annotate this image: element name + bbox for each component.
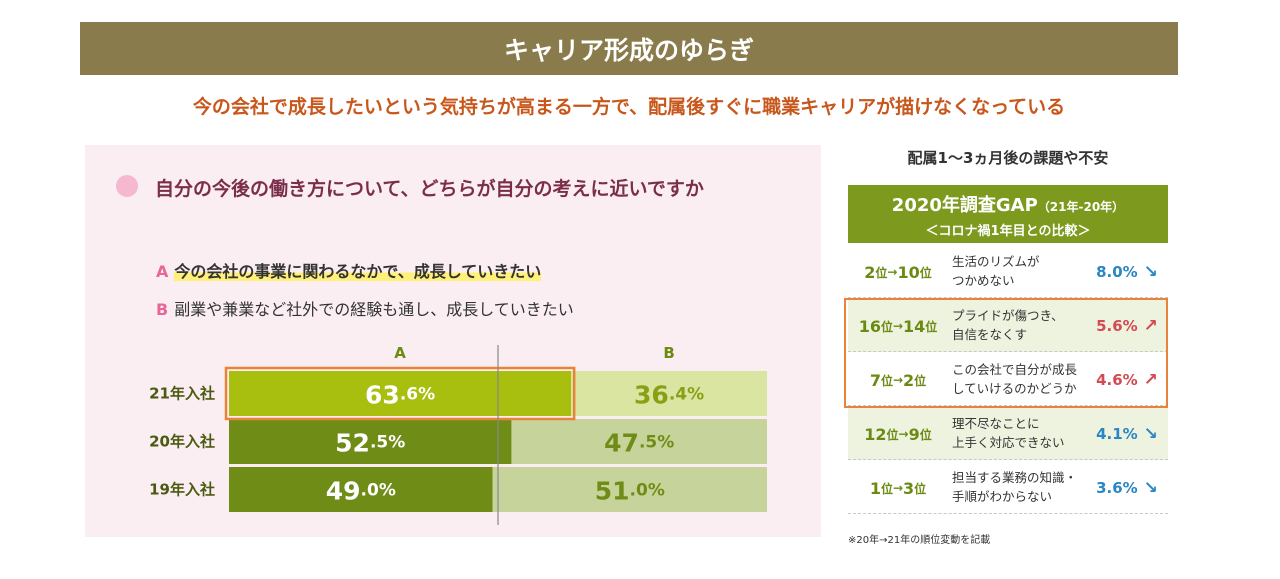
rank-change: 2 位 → 10 位 (864, 262, 932, 282)
bar-a (229, 371, 572, 416)
gap-title: 2020年調査GAP (891, 195, 1038, 216)
series-a-header: A (394, 344, 406, 362)
page-subtitle: 今の会社で成長したいという気持ちが高まる一方で、配属後すぐに職業キャリアが描けな… (192, 96, 1066, 118)
issue-description: プライドが傷つき、 自信をなくす (952, 308, 1064, 342)
bar-a (229, 467, 493, 512)
arrow-down-right-icon: ↘ (1143, 424, 1158, 444)
highlight-border (224, 366, 576, 421)
title-banner: キャリア形成のゆらぎ (80, 22, 1178, 75)
data-label-a: 52.5% (335, 428, 405, 457)
arrow-up-right-icon: ↗ (1143, 370, 1158, 390)
issue-description: この会社で自分が成長 していけるのかどうか (952, 362, 1078, 396)
gap-value: 5.6% ↗ (1096, 316, 1158, 336)
gap-header: 2020年調査GAP（21年-20年） ＜コロナ禍1年目との比較＞ (848, 185, 1168, 243)
gap-value: 3.6% ↘ (1096, 478, 1158, 498)
category-label: 21年入社 (149, 385, 215, 403)
gap-value: 4.6% ↗ (1096, 370, 1158, 390)
option-a-letter: A (156, 262, 169, 281)
gap-note: ＜コロナ禍1年目との比較＞ (925, 224, 1091, 239)
option-a-text: 今の会社の事業に関わるなかで、成長していきたい (174, 262, 542, 281)
data-label-b: 47.5% (604, 428, 674, 457)
footnote: ※20年→21年の順位変動を記載 (848, 535, 991, 546)
bar-b (571, 371, 767, 416)
arrow-down-right-icon: ↘ (1143, 478, 1158, 498)
series-b-header: B (663, 344, 674, 362)
rank-change: 16 位 → 14 位 (858, 316, 938, 336)
option-b-letter: B (156, 300, 169, 319)
gap-row: 1 位 → 3 位 担当する業務の知識・ 手順がわからない 3.6% ↘ (848, 462, 1168, 514)
bar-a (229, 419, 512, 464)
gap-row: 16 位 → 14 位プライドが傷つき、 自信をなくす 5.6% ↗ (848, 300, 1168, 352)
rank-change: 7 位 → 2 位 (869, 370, 927, 390)
page-title: キャリア形成のゆらぎ (503, 35, 754, 65)
chart-svg: A B 21年入社 63.6% 36.4% 20年入社 52.5% 47.5% 19年入社 49.… (149, 344, 767, 525)
gap-row: 7 位 → 2 位 この会社で自分が成長 していけるのかどうか 4.6% ↗ (848, 354, 1168, 406)
issue-description: 生活のリズムが つかめない (952, 254, 1040, 288)
gap-sub: （21年-20年） (1037, 200, 1125, 214)
arrow-down-right-icon: ↘ (1143, 262, 1158, 282)
category-label: 20年入社 (149, 433, 215, 451)
right-heading: 配属1〜3ヵ月後の課題や不安 (907, 149, 1109, 167)
issue-description: 理不尽なことに 上手く対応できない (952, 416, 1065, 450)
issue-description: 担当する業務の知識・ 手順がわからない (952, 470, 1078, 504)
gap-value: 4.1% ↘ (1096, 424, 1158, 444)
option-b: B 副業や兼業など社外での経験も通し、成長していきたい (156, 296, 574, 320)
bar-b (511, 419, 767, 464)
gap-value: 8.0% ↘ (1096, 262, 1158, 282)
option-a: A 今の会社の事業に関わるなかで、成長していきたい (156, 258, 542, 282)
data-label-b: 36.4% (634, 380, 704, 409)
rank-change: 12 位 → 9 位 (864, 424, 932, 444)
gap-row: 12 位 → 9 位理不尽なことに 上手く対応できない 4.1% ↘ (848, 408, 1168, 460)
arrow-up-right-icon: ↗ (1143, 316, 1158, 336)
bar-b (492, 467, 767, 512)
rank-change: 1 位 → 3 位 (869, 478, 927, 498)
data-label-a: 63.6% (365, 380, 435, 409)
data-label-b: 51.0% (595, 476, 665, 505)
highlight-frame (844, 298, 1168, 408)
gap-row: 2 位 → 10 位生活のリズムが つかめない 8.0% ↘ (848, 246, 1168, 298)
data-label-a: 49.0% (326, 476, 396, 505)
survey-question: 自分の今後の働き方について、どちらが自分の考えに近いですか (155, 178, 704, 200)
category-label: 19年入社 (149, 481, 215, 499)
stacked-bar-chart: A B 21年入社 63.6% 36.4% 20年入社 52.5% 47.5% 19年入社 49.… (85, 340, 785, 534)
option-b-text: 副業や兼業など社外での経験も通し、成長していきたい (174, 300, 574, 319)
bullet-dot-icon (116, 175, 138, 197)
